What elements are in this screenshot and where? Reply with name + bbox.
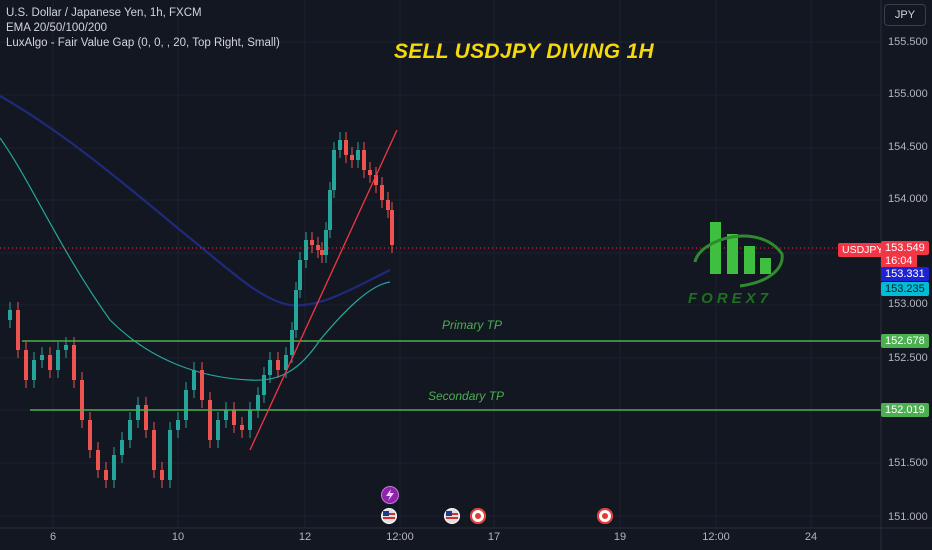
- ema-long-line: [0, 95, 391, 307]
- time-tick: 10: [171, 531, 185, 543]
- price-tick: 154.500: [888, 141, 928, 153]
- time-tick: 12:00: [386, 531, 414, 543]
- us-flag-icon[interactable]: [381, 508, 397, 524]
- chart-grid: [0, 0, 881, 528]
- price-tick: 155.000: [888, 88, 928, 100]
- time-tick: 6: [49, 531, 57, 543]
- headline-text: SELL USDJPY DIVING 1H: [394, 40, 654, 63]
- price-tick: 151.000: [888, 511, 928, 523]
- forex7-logo: [693, 222, 784, 288]
- time-tick: 12:00: [702, 531, 730, 543]
- candlestick-series: [8, 132, 394, 488]
- countdown-badge: 16:04: [881, 254, 917, 268]
- trendline[interactable]: [249, 129, 398, 451]
- time-tick: 17: [487, 531, 501, 543]
- price-tick: 154.000: [888, 193, 928, 205]
- lightning-icon[interactable]: [381, 486, 399, 504]
- japan-flag-icon[interactable]: [470, 508, 486, 524]
- symbol-badge: USDJPY: [838, 243, 888, 257]
- japan-flag-icon[interactable]: [597, 508, 613, 524]
- symbol-title[interactable]: U.S. Dollar / Japanese Yen, 1h, FXCM: [6, 7, 202, 19]
- secondary-tp-label: Secondary TP: [428, 389, 505, 403]
- fvg-indicator-label[interactable]: LuxAlgo - Fair Value Gap (0, 0, , 20, To…: [6, 37, 280, 49]
- time-tick: 24: [804, 531, 818, 543]
- chart-legend: U.S. Dollar / Japanese Yen, 1h, FXCM EMA…: [6, 6, 280, 51]
- price-tick: 151.500: [888, 457, 928, 469]
- ema-long-badge: 153.331: [881, 267, 929, 281]
- last-price-badge: 153.549: [881, 241, 929, 255]
- primary-tp-price-badge: 152.678: [881, 334, 929, 348]
- ema-short-line: [0, 137, 391, 381]
- currency-button[interactable]: JPY: [884, 4, 926, 26]
- ema-indicator-label[interactable]: EMA 20/50/100/200: [6, 22, 108, 34]
- time-tick: 19: [613, 531, 627, 543]
- ema-short-badge: 153.235: [881, 282, 929, 296]
- logo-text: FOREX7: [688, 290, 773, 307]
- time-tick: 12: [298, 531, 312, 543]
- price-tick: 155.500: [888, 36, 928, 48]
- us-flag-icon[interactable]: [444, 508, 460, 524]
- price-tick: 153.000: [888, 298, 928, 310]
- price-tick: 152.500: [888, 352, 928, 364]
- secondary-tp-price-badge: 152.019: [881, 403, 929, 417]
- primary-tp-label: Primary TP: [442, 318, 502, 332]
